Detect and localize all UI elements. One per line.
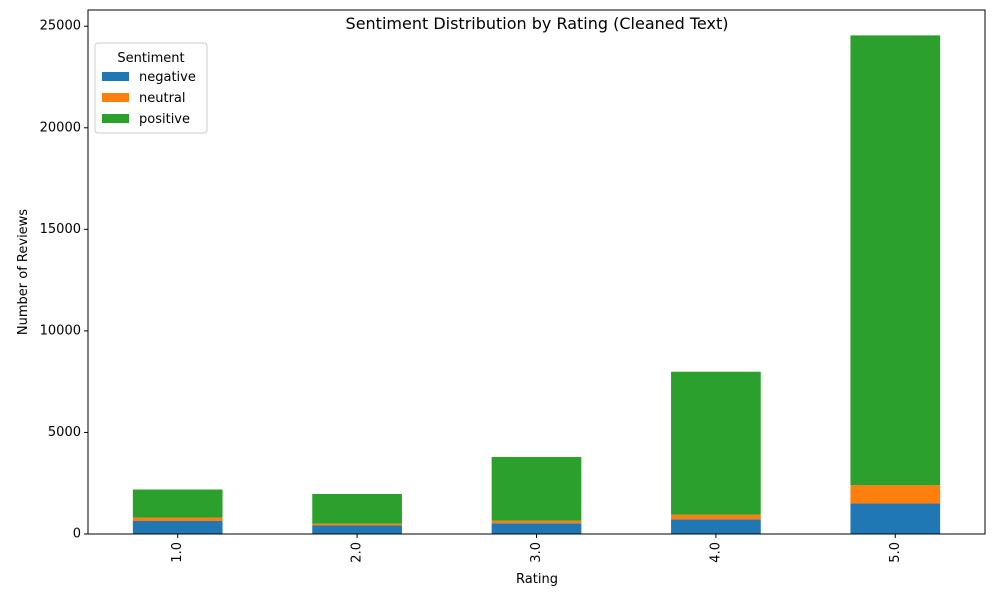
legend-label-neutral: neutral	[139, 91, 186, 106]
bar-negative-3.0	[491, 523, 582, 534]
bar-positive-3.0	[491, 457, 582, 521]
legend-swatch-negative	[102, 72, 129, 81]
plot-area	[132, 35, 941, 534]
x-tick-label: 1.0	[170, 542, 185, 563]
y-tick-label: 0	[73, 527, 81, 542]
legend: Sentiment negative neutral positive	[94, 42, 208, 134]
bar-positive-4.0	[671, 371, 761, 515]
bar-negative-5.0	[850, 503, 941, 534]
chart-title: Sentiment Distribution by Rating (Cleane…	[346, 14, 729, 33]
bar-negative-4.0	[671, 519, 761, 534]
y-tick-label: 5000	[48, 425, 81, 440]
bar-positive-2.0	[312, 493, 402, 524]
x-tick-label: 4.0	[708, 542, 723, 563]
x-tick-label: 2.0	[350, 542, 365, 563]
y-tick-label: 25000	[40, 19, 81, 34]
y-tick-label: 15000	[40, 222, 81, 237]
legend-swatch-neutral	[102, 93, 129, 102]
legend-box	[94, 42, 208, 134]
bar-negative-2.0	[312, 525, 402, 534]
legend-title: Sentiment	[117, 51, 184, 66]
bar-neutral-3.0	[491, 520, 582, 524]
axes: 1.0 2.0 3.0 4.0 5.0 0 5000 10000 15000 20000 25000	[40, 19, 903, 563]
legend-label-negative: negative	[139, 70, 196, 85]
bar-negative-1.0	[132, 521, 223, 534]
y-tick-label: 10000	[40, 323, 81, 338]
x-tick-label: 3.0	[529, 542, 544, 563]
x-axis-label: Rating	[516, 572, 558, 587]
bar-positive-1.0	[132, 489, 223, 518]
bar-positive-5.0	[850, 35, 941, 486]
x-tick-label: 5.0	[888, 542, 903, 563]
y-axis-label: Number of Reviews	[16, 209, 31, 335]
bar-neutral-4.0	[671, 514, 761, 520]
bar-neutral-1.0	[132, 517, 223, 522]
legend-swatch-positive	[102, 114, 129, 123]
legend-label-positive: positive	[139, 112, 190, 127]
bar-neutral-5.0	[850, 485, 941, 504]
y-tick-label: 20000	[40, 120, 81, 135]
bar-neutral-2.0	[312, 523, 402, 526]
